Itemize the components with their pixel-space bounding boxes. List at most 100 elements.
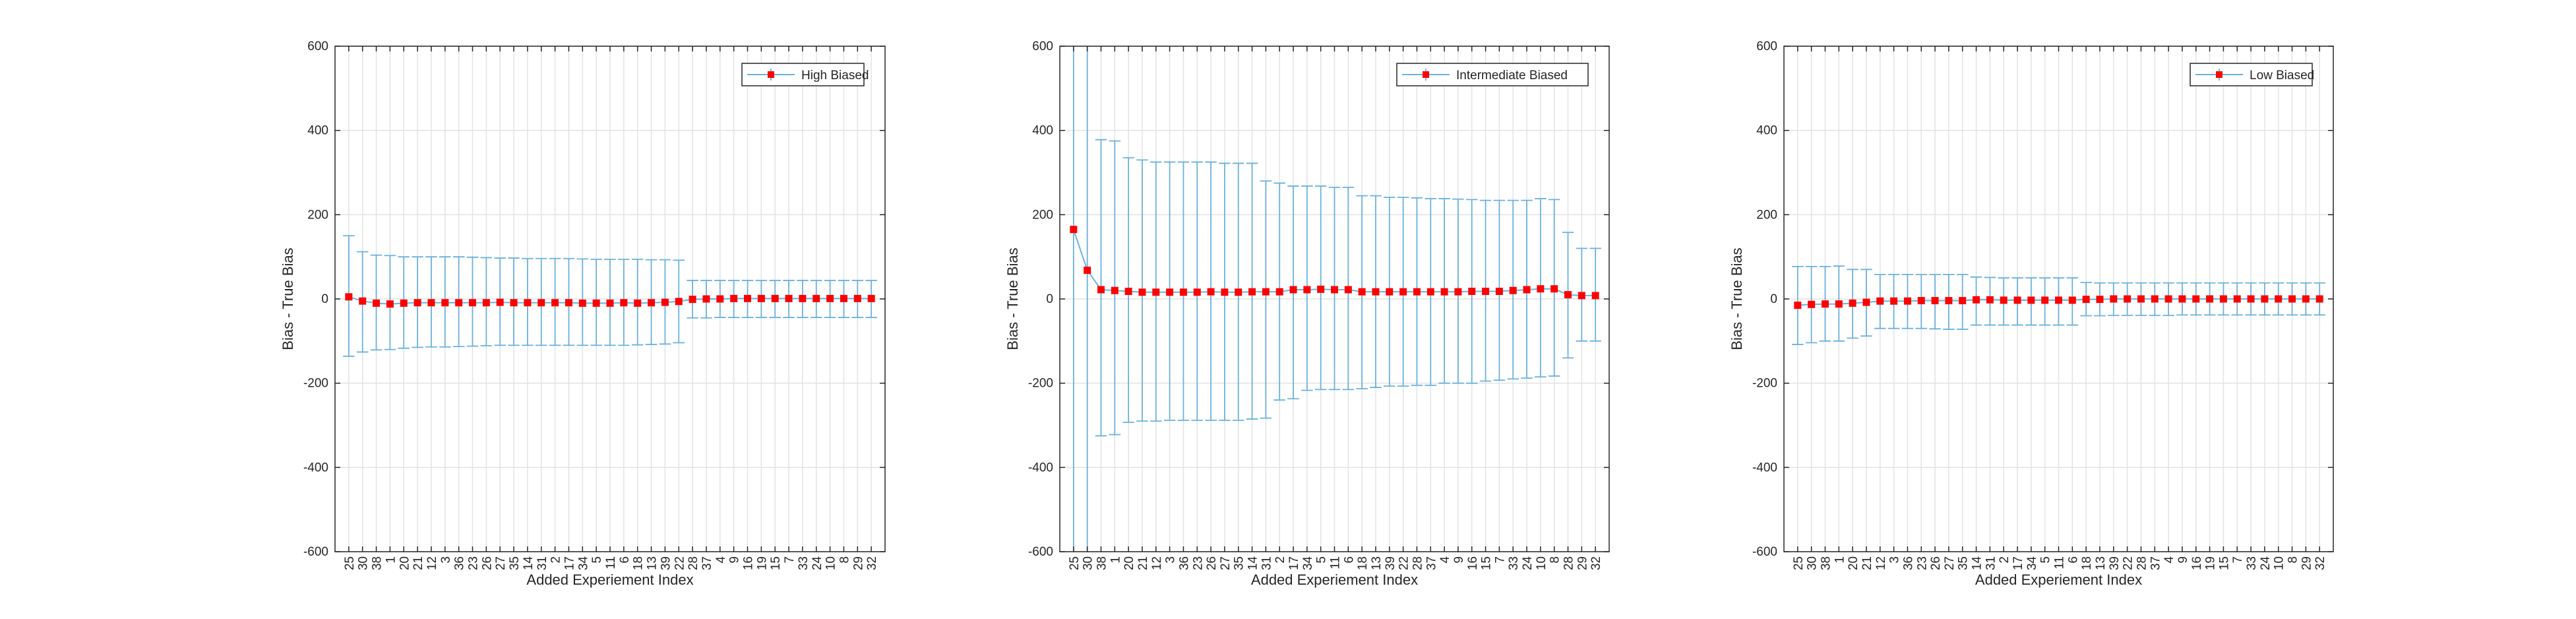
data-point xyxy=(386,300,394,308)
x-tick-label: 6 xyxy=(618,556,632,564)
data-point xyxy=(2261,295,2269,303)
x-tick-label: 36 xyxy=(1177,556,1191,570)
data-point xyxy=(1386,288,1394,296)
data-point xyxy=(1849,299,1856,307)
legend-marker xyxy=(2216,71,2223,78)
x-tick-label: 28 xyxy=(2135,556,2149,570)
x-tick-label: 34 xyxy=(576,556,590,571)
data-point xyxy=(2315,295,2323,303)
x-tick-label: 17 xyxy=(563,556,576,570)
data-point xyxy=(2192,295,2200,303)
data-point xyxy=(1808,300,1816,308)
x-tick-label: 22 xyxy=(673,556,687,570)
data-point xyxy=(1152,288,1160,296)
legend-label: Low Biased xyxy=(2250,69,2314,82)
x-tick-label: 33 xyxy=(2245,556,2259,570)
x-tick-label: 24 xyxy=(2259,556,2273,571)
y-tick-label: 200 xyxy=(1032,208,1053,222)
data-point xyxy=(2275,295,2283,303)
x-tick-label: 31 xyxy=(1984,556,1998,570)
legend-box xyxy=(1396,63,1589,86)
x-tick-label: 23 xyxy=(467,556,481,570)
x-tick-label: 32 xyxy=(2314,556,2327,570)
x-tick-label: 39 xyxy=(2108,556,2122,570)
data-point xyxy=(1275,288,1283,296)
x-tick-label: 7 xyxy=(1493,556,1507,564)
data-point xyxy=(2233,295,2241,303)
data-point xyxy=(2041,296,2049,304)
y-tick-label: -200 xyxy=(1028,377,1053,391)
data-point xyxy=(813,294,820,302)
x-tick-label: 21 xyxy=(1136,556,1150,570)
data-point xyxy=(785,294,793,302)
x-tick-label: 38 xyxy=(1819,556,1833,570)
data-point xyxy=(1124,288,1132,296)
x-tick-label: 6 xyxy=(2066,556,2080,564)
data-point xyxy=(2068,296,2076,304)
y-tick-label: 0 xyxy=(321,292,328,306)
x-tick-label: 37 xyxy=(700,556,714,570)
y-axis-label: Bias - True Bias xyxy=(1729,247,1745,350)
data-point xyxy=(1564,291,1572,299)
data-point xyxy=(1235,288,1242,296)
data-point xyxy=(853,294,861,302)
data-point xyxy=(716,295,724,303)
x-tick-label: 22 xyxy=(2122,556,2135,570)
data-point xyxy=(2000,296,2008,304)
x-tick-label: 8 xyxy=(2286,556,2300,564)
data-point xyxy=(1917,297,1925,305)
data-point xyxy=(1945,297,1953,305)
x-tick-label: 21 xyxy=(412,556,425,570)
x-tick-label: 16 xyxy=(2190,556,2204,570)
data-point xyxy=(1221,288,1229,296)
y-tick-label: 200 xyxy=(1756,208,1777,222)
data-point xyxy=(757,294,765,302)
data-point xyxy=(1331,286,1338,294)
data-point xyxy=(1550,285,1558,293)
data-point xyxy=(1084,267,1091,275)
data-point xyxy=(2013,296,2021,304)
legend-label: Intermediate Biased xyxy=(1456,69,1568,82)
x-tick-label: 5 xyxy=(1315,556,1329,564)
data-point xyxy=(1591,292,1599,300)
data-point xyxy=(1495,288,1503,296)
data-point xyxy=(524,299,532,307)
x-tick-label: 33 xyxy=(1507,556,1521,570)
data-point xyxy=(1482,288,1490,296)
x-axis-label: Added Experiement Index xyxy=(526,571,693,588)
x-tick-label: 12 xyxy=(1874,556,1888,570)
data-point xyxy=(592,299,600,307)
data-point xyxy=(2206,295,2214,303)
data-point xyxy=(455,299,463,307)
x-tick-label: 10 xyxy=(824,556,838,570)
data-point xyxy=(1303,286,1311,294)
data-point xyxy=(620,299,628,307)
x-tick-label: 30 xyxy=(357,556,371,570)
data-point xyxy=(1317,285,1325,293)
x-tick-label: 12 xyxy=(425,556,439,570)
x-tick-label: 34 xyxy=(1301,556,1315,571)
data-point xyxy=(689,296,696,304)
x-tick-label: 35 xyxy=(1233,556,1246,570)
x-tick-label: 9 xyxy=(728,556,742,564)
data-point xyxy=(441,299,449,307)
y-tick-label: -600 xyxy=(303,545,328,559)
data-point xyxy=(1413,288,1421,296)
data-point xyxy=(2082,296,2090,304)
x-tick-label: 29 xyxy=(2300,556,2314,570)
x-tick-label: 9 xyxy=(2176,556,2190,564)
data-point xyxy=(373,299,381,307)
x-tick-label: 37 xyxy=(2149,556,2162,570)
x-tick-label: 2 xyxy=(1998,556,2011,564)
y-axis-label: Bias - True Bias xyxy=(1004,247,1021,350)
data-point xyxy=(414,299,421,307)
data-point xyxy=(2124,295,2131,303)
x-tick-label: 15 xyxy=(2217,556,2231,570)
data-point xyxy=(1138,288,1146,296)
data-point xyxy=(2247,295,2255,303)
data-point xyxy=(1862,298,1870,306)
x-tick-label: 35 xyxy=(1957,556,1971,570)
x-tick-label: 7 xyxy=(2231,556,2245,564)
data-point xyxy=(2027,296,2035,304)
x-tick-label: 34 xyxy=(2025,556,2039,571)
